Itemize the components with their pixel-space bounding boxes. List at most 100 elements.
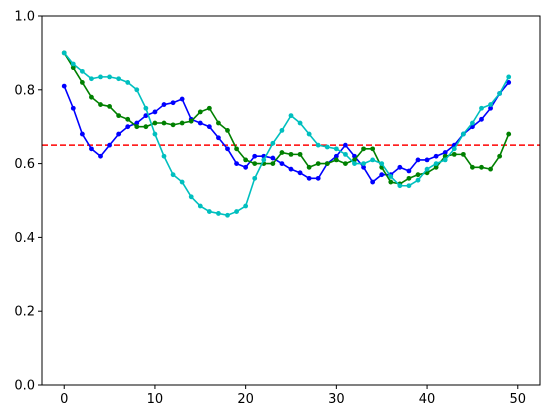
data-point — [352, 161, 357, 167]
data-point — [197, 203, 203, 209]
data-point — [270, 161, 276, 167]
data-point — [343, 151, 348, 157]
data-point — [442, 150, 448, 155]
data-point — [333, 153, 339, 159]
data-point — [107, 142, 112, 148]
data-point — [107, 74, 112, 80]
x-tick-label: 0 — [60, 392, 68, 407]
data-point — [424, 166, 430, 172]
data-point — [270, 155, 276, 161]
data-point — [479, 164, 484, 170]
data-point — [206, 124, 212, 130]
data-point — [125, 80, 131, 85]
data-point — [306, 164, 312, 170]
data-point — [70, 61, 76, 67]
data-point — [479, 105, 484, 111]
data-point — [297, 170, 303, 176]
data-point — [243, 203, 249, 209]
y-tick-label: 0.0 — [14, 379, 35, 394]
data-point — [324, 161, 330, 167]
data-point — [315, 161, 321, 167]
data-point — [188, 194, 194, 200]
data-point — [361, 164, 366, 170]
data-point — [170, 172, 176, 178]
data-point — [279, 161, 285, 167]
data-point — [70, 105, 76, 111]
data-point — [470, 120, 475, 126]
data-point — [488, 166, 493, 172]
axes: 0 10 20 30 40 50 0.0 0.2 0.4 0.6 0.8 1.0 — [14, 10, 541, 407]
data-point — [134, 120, 140, 126]
data-point — [61, 83, 67, 89]
data-point — [324, 144, 330, 150]
x-tick-label: 10 — [147, 392, 164, 407]
data-point — [370, 157, 376, 163]
data-point — [243, 164, 249, 170]
data-point — [216, 211, 221, 216]
data-point — [161, 102, 167, 107]
data-point — [370, 146, 376, 152]
data-point — [442, 157, 448, 163]
data-point — [143, 105, 149, 111]
data-point — [206, 209, 212, 214]
data-point — [397, 164, 403, 170]
data-point — [252, 153, 258, 159]
data-point — [279, 127, 285, 133]
data-point — [470, 164, 475, 170]
data-point — [333, 146, 339, 152]
data-point — [70, 65, 76, 71]
data-point — [188, 118, 194, 124]
data-point — [261, 157, 267, 163]
data-point — [406, 183, 412, 189]
plot-area — [42, 50, 540, 218]
axes-frame — [41, 15, 541, 386]
y-tick-label: 0.2 — [14, 305, 35, 320]
data-point — [98, 74, 103, 80]
data-point — [179, 179, 185, 185]
data-point — [397, 183, 403, 189]
data-point — [252, 175, 258, 181]
data-point — [79, 68, 85, 74]
x-tick-label: 30 — [328, 392, 345, 407]
data-point — [315, 175, 321, 181]
series-3 — [61, 50, 512, 218]
data-point — [179, 96, 185, 102]
data-point — [225, 146, 230, 152]
data-point — [234, 146, 239, 152]
data-point — [343, 161, 348, 167]
data-point — [179, 120, 185, 126]
data-point — [488, 105, 493, 111]
data-point — [216, 135, 221, 141]
data-point — [216, 120, 221, 126]
data-point — [361, 146, 366, 152]
data-point — [152, 109, 158, 115]
data-point — [143, 113, 149, 119]
y-tick-label: 0.4 — [14, 231, 35, 246]
data-point — [89, 76, 94, 82]
data-point — [252, 161, 258, 167]
data-point — [116, 131, 122, 137]
data-point — [170, 100, 176, 106]
data-point — [415, 172, 421, 178]
data-point — [279, 150, 285, 155]
data-point — [379, 161, 385, 167]
data-point — [197, 109, 203, 115]
data-point — [333, 157, 339, 163]
data-point — [125, 124, 131, 130]
data-point — [288, 113, 294, 119]
data-point — [152, 131, 158, 137]
data-point — [234, 161, 239, 167]
data-point — [479, 116, 484, 122]
data-point — [206, 105, 212, 111]
data-point — [379, 172, 385, 178]
data-point — [297, 120, 303, 126]
data-point — [388, 179, 394, 185]
x-tick-label: 20 — [237, 392, 254, 407]
data-point — [415, 157, 421, 163]
data-point — [460, 151, 466, 157]
data-point — [451, 151, 457, 157]
y-tick-label: 0.6 — [14, 157, 35, 172]
x-tick-label: 50 — [510, 392, 527, 407]
data-point — [225, 212, 230, 218]
